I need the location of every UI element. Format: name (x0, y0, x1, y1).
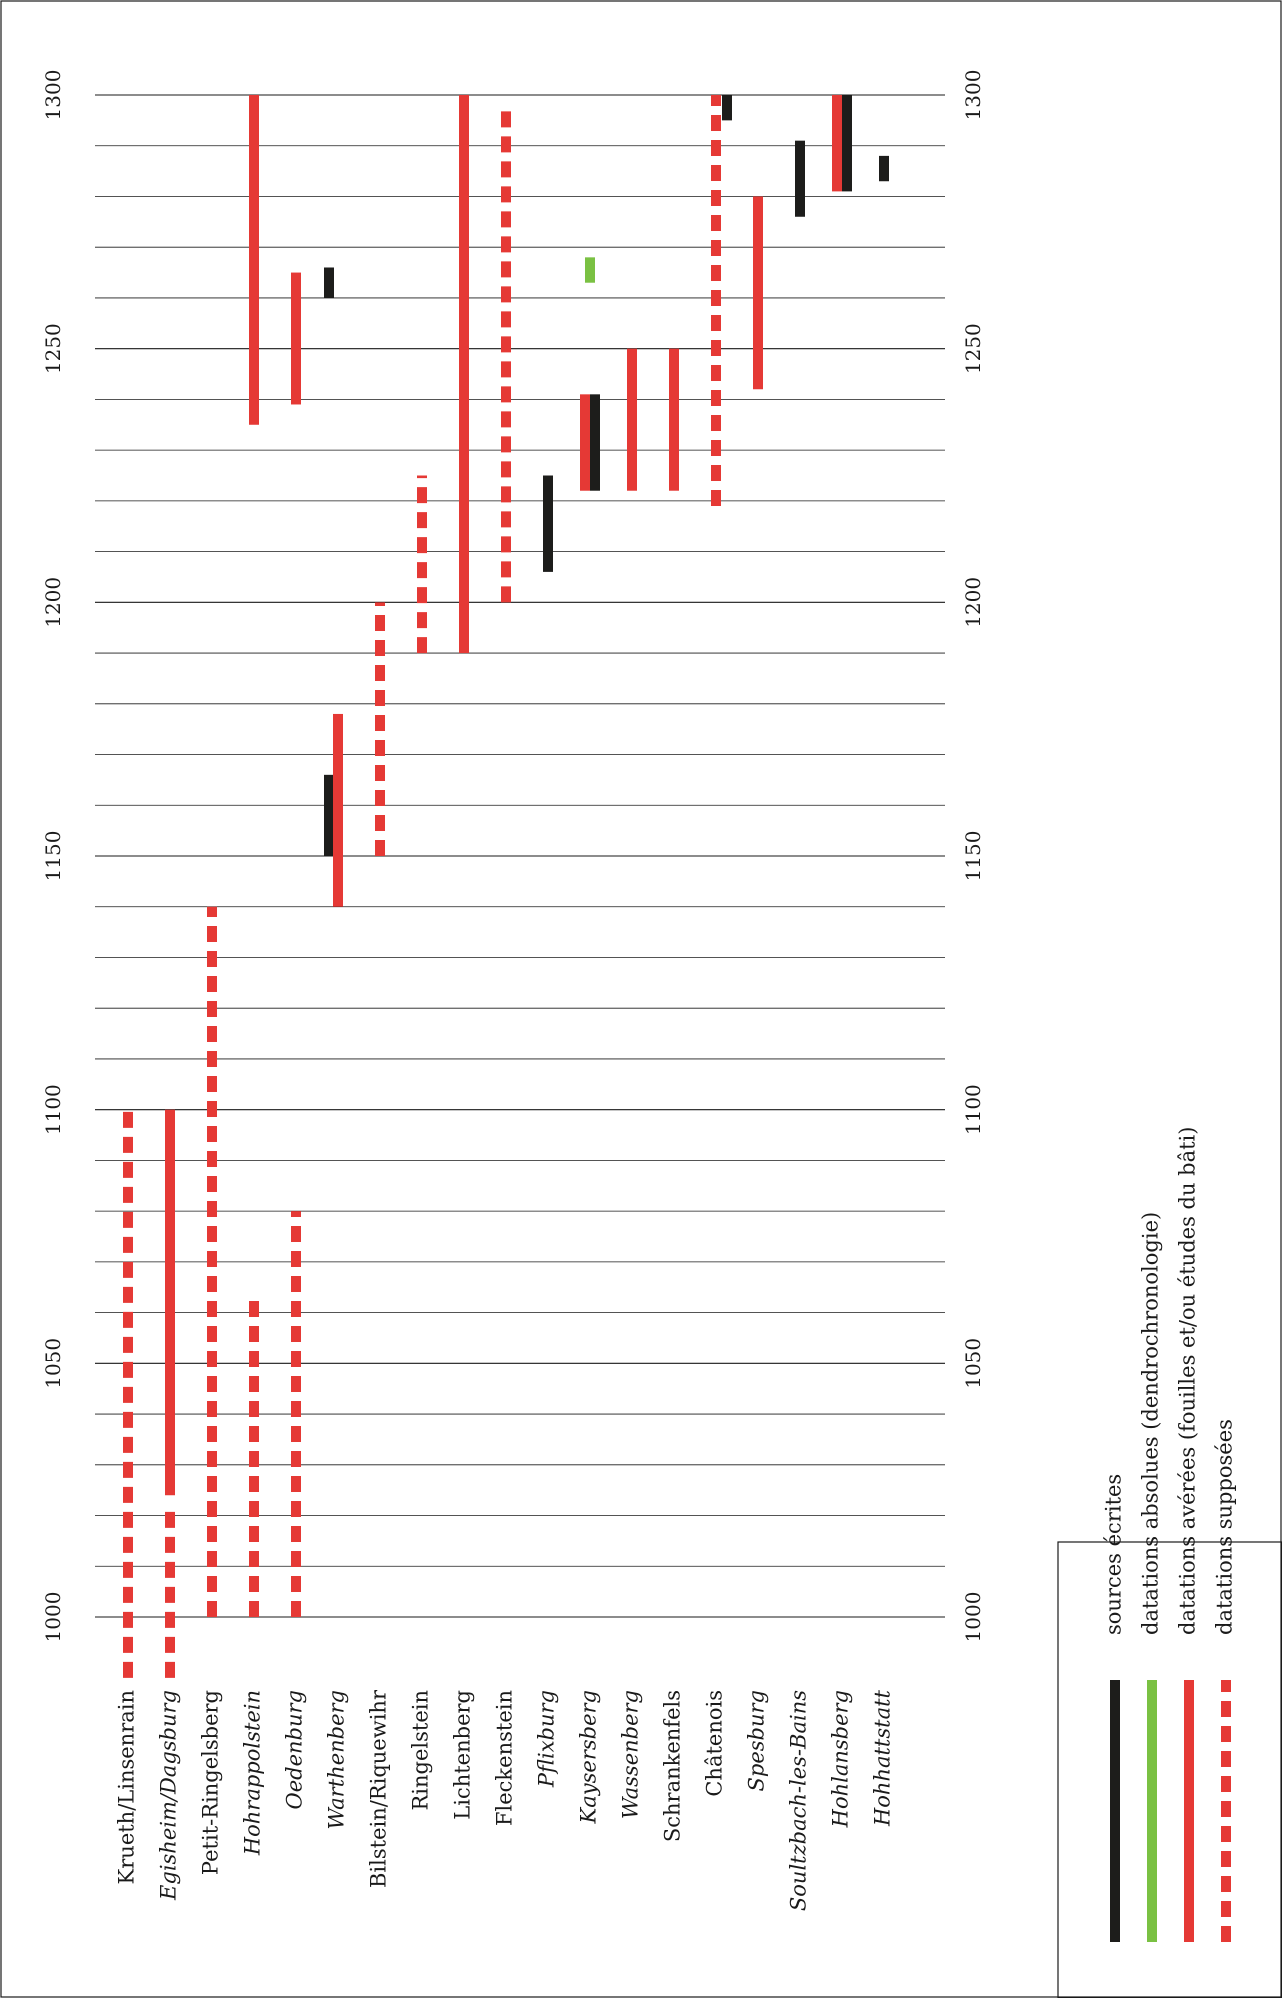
range-bar-written (722, 95, 732, 121)
legend-swatch-written (1110, 1680, 1120, 1942)
category-labels: Krueth/Linsenrain Egisheim/Dagsburg Petit-… (115, 1689, 895, 1911)
legend-item: datations absolues (dendrochronologie) (1139, 1212, 1163, 1942)
year-tick-label: 1100 (961, 1084, 985, 1135)
legend-label: datations avérées (fouilles et/ou études… (1176, 1127, 1200, 1635)
category-label: Spesburg (745, 1690, 769, 1791)
year-tick-label: 1150 (41, 831, 65, 882)
range-bar-attested (580, 394, 590, 491)
category-label: Petit-Ringelsberg (199, 1690, 223, 1875)
category-label: Bilstein/Riquewihr (367, 1689, 391, 1888)
category-label: Egisheim/Dagsburg (157, 1690, 181, 1901)
year-tick-label: 1050 (961, 1338, 985, 1389)
gridlines (95, 94, 945, 1618)
legend-box (1057, 1541, 1282, 1998)
category-label: Lichtenberg (451, 1690, 475, 1820)
range-bar-attested (627, 348, 637, 491)
category-label: Hohhattstatt (871, 1689, 895, 1827)
legend-label: datations supposées (1213, 1419, 1237, 1635)
range-bar-written (543, 475, 553, 572)
legend-item: sources écrites (1102, 1474, 1126, 1942)
legend-label: sources écrites (1102, 1474, 1126, 1635)
range-bar-attested (165, 1109, 175, 1496)
range-bar-written (795, 140, 805, 217)
category-label: Ringelstein (409, 1690, 433, 1811)
legend-label: datations absolues (dendrochronologie) (1139, 1212, 1163, 1635)
year-tick-label: 1100 (41, 1084, 65, 1135)
range-bar-attested (333, 713, 343, 907)
range-bar-attested (832, 95, 842, 192)
category-label: Kaysersberg (577, 1690, 601, 1824)
category-label: Hohlansberg (829, 1690, 853, 1828)
year-tick-label: 1300 (41, 70, 65, 121)
category-label: Pflixburg (535, 1690, 559, 1788)
year-tick-label: 1250 (961, 323, 985, 374)
range-bar-written (324, 267, 334, 298)
range-bar-attested (669, 348, 679, 491)
range-bar-attested (249, 95, 259, 425)
category-label: Krueth/Linsenrain (115, 1690, 139, 1884)
legend-swatch-absolute (1147, 1680, 1157, 1942)
range-bar-written (879, 155, 889, 182)
range-bar-attested (291, 272, 301, 405)
category-label: Wassenberg (619, 1690, 643, 1819)
range-bar-written (842, 95, 852, 192)
year-tick-label: 1200 (961, 577, 985, 628)
range-bar-written (590, 394, 600, 491)
year-tick-label: 1200 (41, 577, 65, 628)
category-label: Oedenburg (283, 1690, 307, 1810)
category-label: Hohrappolstein (241, 1690, 265, 1856)
category-label: Warthenberg (325, 1690, 349, 1830)
legend-swatch-attested (1184, 1680, 1194, 1942)
range-bars (123, 95, 889, 1678)
year-tick-label: 1000 (961, 1592, 985, 1643)
legend-item: datations avérées (fouilles et/ou études… (1176, 1127, 1200, 1942)
range-bar-attested (753, 196, 763, 390)
category-label: Châtenois (703, 1690, 727, 1797)
legend-item: datations supposées (1213, 1419, 1237, 1942)
year-tick-labels: 1000 1000 1050 1050 1100 1100 1150 1150 1200 1200… (41, 70, 985, 1643)
range-bar-attested (459, 95, 469, 654)
range-bar-written (324, 774, 334, 856)
year-tick-label: 1000 (41, 1592, 65, 1643)
year-tick-label: 1250 (41, 323, 65, 374)
legend: sources écrites datations absolues (dendr… (1057, 1127, 1282, 1998)
range-bar-absolute (585, 257, 595, 283)
year-tick-label: 1150 (961, 831, 985, 882)
year-tick-label: 1300 (961, 70, 985, 121)
category-label: Fleckenstein (493, 1690, 517, 1826)
year-tick-label: 1050 (41, 1338, 65, 1389)
category-label: Soultzbach-les-Bains (787, 1690, 811, 1911)
category-label: Schrankenfels (661, 1690, 685, 1842)
